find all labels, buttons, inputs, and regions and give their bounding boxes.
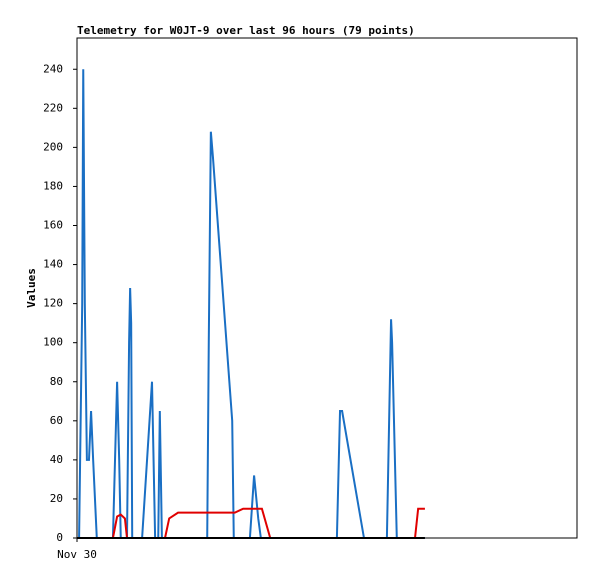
x-tick-label: Nov 30 (57, 548, 97, 561)
y-tick-label: 160 (43, 219, 63, 232)
y-tick-label: 200 (43, 140, 63, 153)
y-tick-label: 0 (56, 531, 63, 544)
y-tick-label: 240 (43, 62, 63, 75)
y-tick-label: 80 (50, 375, 63, 388)
y-tick-label: 120 (43, 297, 63, 310)
y-tick-label: 60 (50, 414, 63, 427)
y-tick-label: 180 (43, 179, 63, 192)
chart-title: Telemetry for W0JT-9 over last 96 hours … (77, 24, 415, 37)
y-tick-label: 40 (50, 453, 63, 466)
y-tick-label: 100 (43, 336, 63, 349)
y-tick-label: 20 (50, 492, 63, 505)
y-tick-label: 140 (43, 258, 63, 271)
y-tick-label: 220 (43, 101, 63, 114)
y-axis-label: Values (25, 268, 38, 308)
plot-frame (76, 37, 578, 539)
series-line (111, 507, 425, 539)
series-line (78, 69, 425, 539)
